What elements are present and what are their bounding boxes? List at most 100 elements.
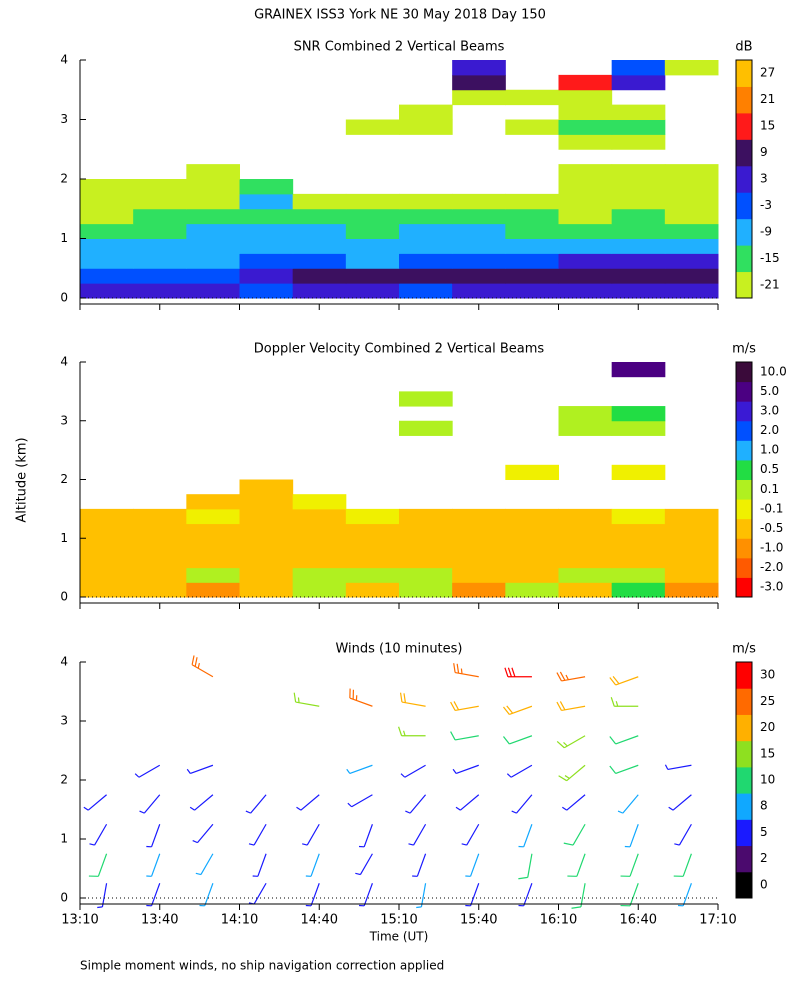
colorbar-swatch: [736, 459, 752, 480]
wind-barb: [245, 794, 267, 814]
colorbar-frame: [735, 59, 753, 299]
colorbar-swatch: [736, 479, 752, 500]
wind-barb: [624, 824, 639, 848]
wind-barb: [186, 764, 214, 775]
heatmap-cell: [239, 179, 294, 195]
heatmap-cell: [558, 89, 613, 106]
heatmap-cell: [345, 208, 400, 225]
wind-barb: [416, 883, 427, 909]
heatmap-cell: [611, 164, 666, 180]
wind-barb: [89, 823, 108, 846]
colorbar-swatch: [736, 766, 752, 794]
heatmap-cell: [452, 89, 506, 106]
heatmap-cell: [80, 268, 134, 284]
heatmap-cell: [80, 283, 134, 299]
heatmap-cell: [186, 193, 240, 210]
wind-barb: [347, 794, 373, 808]
heatmap-cell: [664, 567, 719, 583]
heatmap-cell: [611, 508, 666, 525]
heatmap-cell: [505, 193, 559, 210]
heatmap-cell: [452, 238, 506, 254]
x-tick-label: 15:10: [380, 913, 417, 928]
colorbar-swatch: [736, 60, 752, 87]
wind-barb: [556, 701, 586, 712]
heatmap-cell: [399, 420, 453, 436]
heatmap-cell: [558, 104, 613, 120]
heatmap-cell: [611, 119, 666, 135]
wind-barb: [305, 883, 320, 907]
y-tick-label: 0: [60, 891, 68, 905]
colorbar-swatch: [736, 845, 752, 873]
heatmap-cell: [345, 119, 400, 135]
colorbar-swatch: [736, 714, 752, 742]
heatmap-cell: [452, 253, 506, 269]
heatmap-cell: [611, 134, 666, 150]
heatmap-cell: [558, 119, 613, 135]
heatmap-cell: [133, 582, 187, 598]
heatmap-cell: [452, 193, 506, 210]
colorbar-swatch: [736, 218, 752, 246]
colorbar-label: -0.5: [760, 521, 783, 535]
heatmap-cell: [80, 253, 134, 269]
heatmap-cell: [399, 268, 453, 284]
heatmap-cell: [452, 208, 506, 225]
heatmap-cell: [558, 193, 613, 210]
wind-barb: [465, 853, 480, 877]
footnote: Simple moment winds, no ship navigation …: [80, 959, 444, 973]
colorbar-swatch: [736, 871, 752, 899]
colorbar-swatch: [736, 538, 752, 559]
colorbar-label: 20: [760, 720, 775, 734]
heatmap-cell: [292, 523, 347, 539]
heatmap-cell: [186, 253, 240, 269]
heatmap-cell: [186, 523, 240, 539]
heatmap-cell: [80, 179, 134, 195]
wind-barb: [146, 883, 161, 907]
colorbar-label: 0: [760, 877, 768, 891]
wind-barb: [504, 667, 532, 678]
wind-barb: [346, 764, 373, 775]
heatmap-cell: [611, 362, 666, 378]
colorbar-swatch: [736, 362, 752, 383]
wind-barb: [358, 824, 373, 848]
colorbar-swatch: [736, 557, 752, 578]
wind-barb: [252, 853, 267, 877]
heatmap-cell: [292, 567, 347, 583]
heatmap-cell: [611, 283, 666, 299]
colorbar-label: 0.1: [760, 482, 779, 496]
x-tick-label: 16:40: [620, 913, 657, 928]
colorbar-swatch: [736, 420, 752, 441]
heatmap-cell: [611, 268, 666, 284]
heatmap-cell: [452, 567, 506, 583]
heatmap-cell: [399, 283, 453, 299]
heatmap-cell: [611, 60, 666, 76]
heatmap-cell: [505, 268, 559, 284]
heatmap-cell: [399, 538, 453, 554]
wind-barb: [400, 764, 426, 778]
heatmap-cell: [505, 119, 559, 135]
colorbar-label: -2.0: [760, 560, 783, 574]
heatmap-cell: [664, 179, 719, 195]
wind-barb: [677, 883, 692, 907]
colorbar-swatch: [736, 165, 752, 193]
wind-barb: [455, 794, 480, 811]
heatmap-cell: [239, 494, 294, 510]
heatmap-cell: [558, 508, 613, 525]
heatmap-cell: [239, 538, 294, 554]
colorbar-frame: [735, 361, 753, 598]
wind-barb: [192, 823, 214, 844]
wind-barb: [191, 655, 214, 678]
heatmap-cell: [611, 538, 666, 554]
wind-barb: [617, 794, 639, 814]
colorbar-unit: m/s: [732, 642, 756, 657]
wind-barb: [620, 883, 639, 907]
heatmap-cell: [452, 223, 506, 239]
heatmap-cell: [505, 508, 559, 525]
heatmap-cell: [292, 268, 347, 284]
heatmap-cell: [558, 238, 613, 254]
colorbar-label: 25: [760, 694, 775, 708]
colorbar-label: -15: [760, 251, 780, 265]
heatmap-cell: [80, 538, 134, 554]
heatmap-cell: [399, 523, 453, 539]
heatmap-cell: [505, 89, 559, 106]
